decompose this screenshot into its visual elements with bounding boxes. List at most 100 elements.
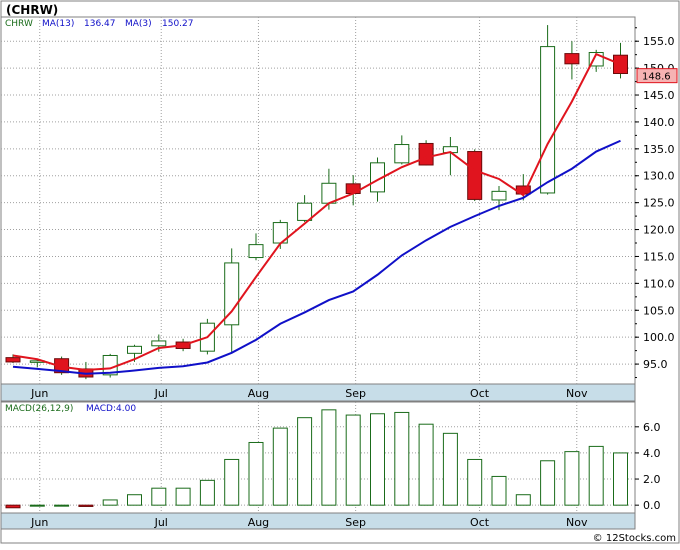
candle <box>467 149 483 202</box>
macd-x-labels: Jun Jul Aug Sep Oct Nov <box>30 516 588 529</box>
legend-ma3-value: 150.27 <box>162 19 194 29</box>
macd-bar <box>175 487 191 506</box>
candle-body-up <box>540 46 556 194</box>
candle-body-up <box>224 262 240 326</box>
candle-body-down <box>467 151 483 200</box>
price-month-label: Oct <box>470 387 490 400</box>
macd-legend: MACD(26,12,9) MACD:4.00 <box>5 404 136 414</box>
candle <box>297 195 313 223</box>
candle <box>224 248 240 354</box>
macd-tick-label: 0.0 <box>643 499 661 512</box>
price-tick-label: 145.0 <box>643 89 675 102</box>
macd-bar <box>54 504 70 507</box>
macd-panel-frame <box>0 401 636 530</box>
candle-body-up <box>127 345 142 354</box>
price-tick-label: 95.0 <box>643 358 668 371</box>
price-month-label: Jun <box>30 387 48 400</box>
macd-date-axis <box>0 512 636 530</box>
candle-body-down <box>54 358 70 374</box>
candle-body-down <box>418 142 434 166</box>
macd-bar <box>394 411 410 506</box>
macd-tick-label: 2.0 <box>643 473 661 486</box>
legend-ma13-value: 136.47 <box>84 19 116 29</box>
candle-body-up <box>297 202 313 221</box>
macd-bar <box>491 475 507 506</box>
last-price-value: 148.6 <box>642 72 671 83</box>
macd-legend-label: MACD(26,12,9) <box>5 404 73 414</box>
price-tick-label: 140.0 <box>643 116 675 129</box>
macd-bar <box>613 452 628 506</box>
price-legend: CHRW MA(13) 136.47 MA(3) 150.27 <box>5 19 194 29</box>
macd-bar <box>515 494 531 506</box>
price-month-label: Jul <box>154 387 168 400</box>
macd-bar <box>588 445 604 506</box>
price-panel-frame <box>0 16 636 402</box>
candle-body-down <box>613 54 628 75</box>
macd-month-label: Sep <box>345 516 366 529</box>
ma13-line <box>12 139 621 375</box>
macd-bar <box>418 423 434 506</box>
macd-bar <box>467 458 483 506</box>
candle <box>540 25 556 195</box>
price-tick-label: 125.0 <box>643 197 675 210</box>
macd-bar <box>248 441 264 506</box>
candle <box>418 140 434 166</box>
macd-month-label: Nov <box>566 516 588 529</box>
macd-tick-label: 6.0 <box>643 421 661 434</box>
candle-body-up <box>394 144 410 164</box>
price-tick-label: 135.0 <box>643 143 675 156</box>
macd-bar <box>564 451 580 506</box>
price-tick-label: 115.0 <box>643 250 675 263</box>
macd-bar <box>442 432 458 506</box>
macd-month-label: Jul <box>154 516 168 529</box>
legend-ticker: CHRW <box>5 19 33 29</box>
macd-bar <box>224 458 240 506</box>
macd-legend-value: MACD:4.00 <box>86 404 136 414</box>
copyright: © 12Stocks.com <box>593 533 676 544</box>
candle-body-down <box>345 183 361 195</box>
macd-month-label: Jun <box>30 516 48 529</box>
macd-bar <box>540 460 556 506</box>
last-price-marker: 148.6 <box>636 68 678 84</box>
macd-bar <box>127 494 142 506</box>
candle-body-up <box>151 340 167 347</box>
macd-bar <box>29 504 45 507</box>
price-tick-label: 110.0 <box>643 277 675 290</box>
macd-bar <box>5 504 21 509</box>
macd-month-label: Oct <box>470 516 490 529</box>
macd-bar <box>78 504 94 507</box>
macd-month-label: Aug <box>248 516 269 529</box>
chart-header-symbol: (CHRW) <box>6 3 58 17</box>
macd-bar <box>345 414 361 506</box>
price-month-label: Nov <box>566 387 588 400</box>
macd-bar <box>151 487 167 506</box>
candle-body-up <box>248 244 264 259</box>
price-y-axis: 95.0 100.0 105.0 110.0 115.0 120.0 125.0 130.0 1… <box>635 27 675 379</box>
macd-tick-label: 4.0 <box>643 447 661 460</box>
candle-body-down <box>5 357 21 363</box>
price-tick-label: 130.0 <box>643 170 675 183</box>
ma3-line <box>12 52 621 372</box>
candle <box>248 233 264 261</box>
macd-bar <box>297 417 313 506</box>
candle <box>54 356 70 375</box>
price-tick-label: 155.0 <box>643 35 675 48</box>
macd-y-axis: 0.0 2.0 4.0 6.0 <box>635 421 661 512</box>
price-tick-label: 120.0 <box>643 224 675 237</box>
candle-body-down <box>564 53 580 65</box>
legend-ma13-label: MA(13) <box>42 19 74 29</box>
macd-bar <box>321 409 337 506</box>
candle <box>394 135 410 165</box>
price-date-axis <box>0 383 636 402</box>
macd-bars <box>5 409 628 509</box>
last-price-box <box>636 68 678 84</box>
legend-ma3-label: MA(3) <box>125 19 152 29</box>
price-x-labels: Jun Jul Aug Sep Oct Nov <box>30 387 588 400</box>
price-tick-label: 100.0 <box>643 331 675 344</box>
candle <box>613 42 628 79</box>
candle <box>102 353 118 378</box>
price-tick-label: 105.0 <box>643 304 675 317</box>
candle <box>564 41 580 80</box>
